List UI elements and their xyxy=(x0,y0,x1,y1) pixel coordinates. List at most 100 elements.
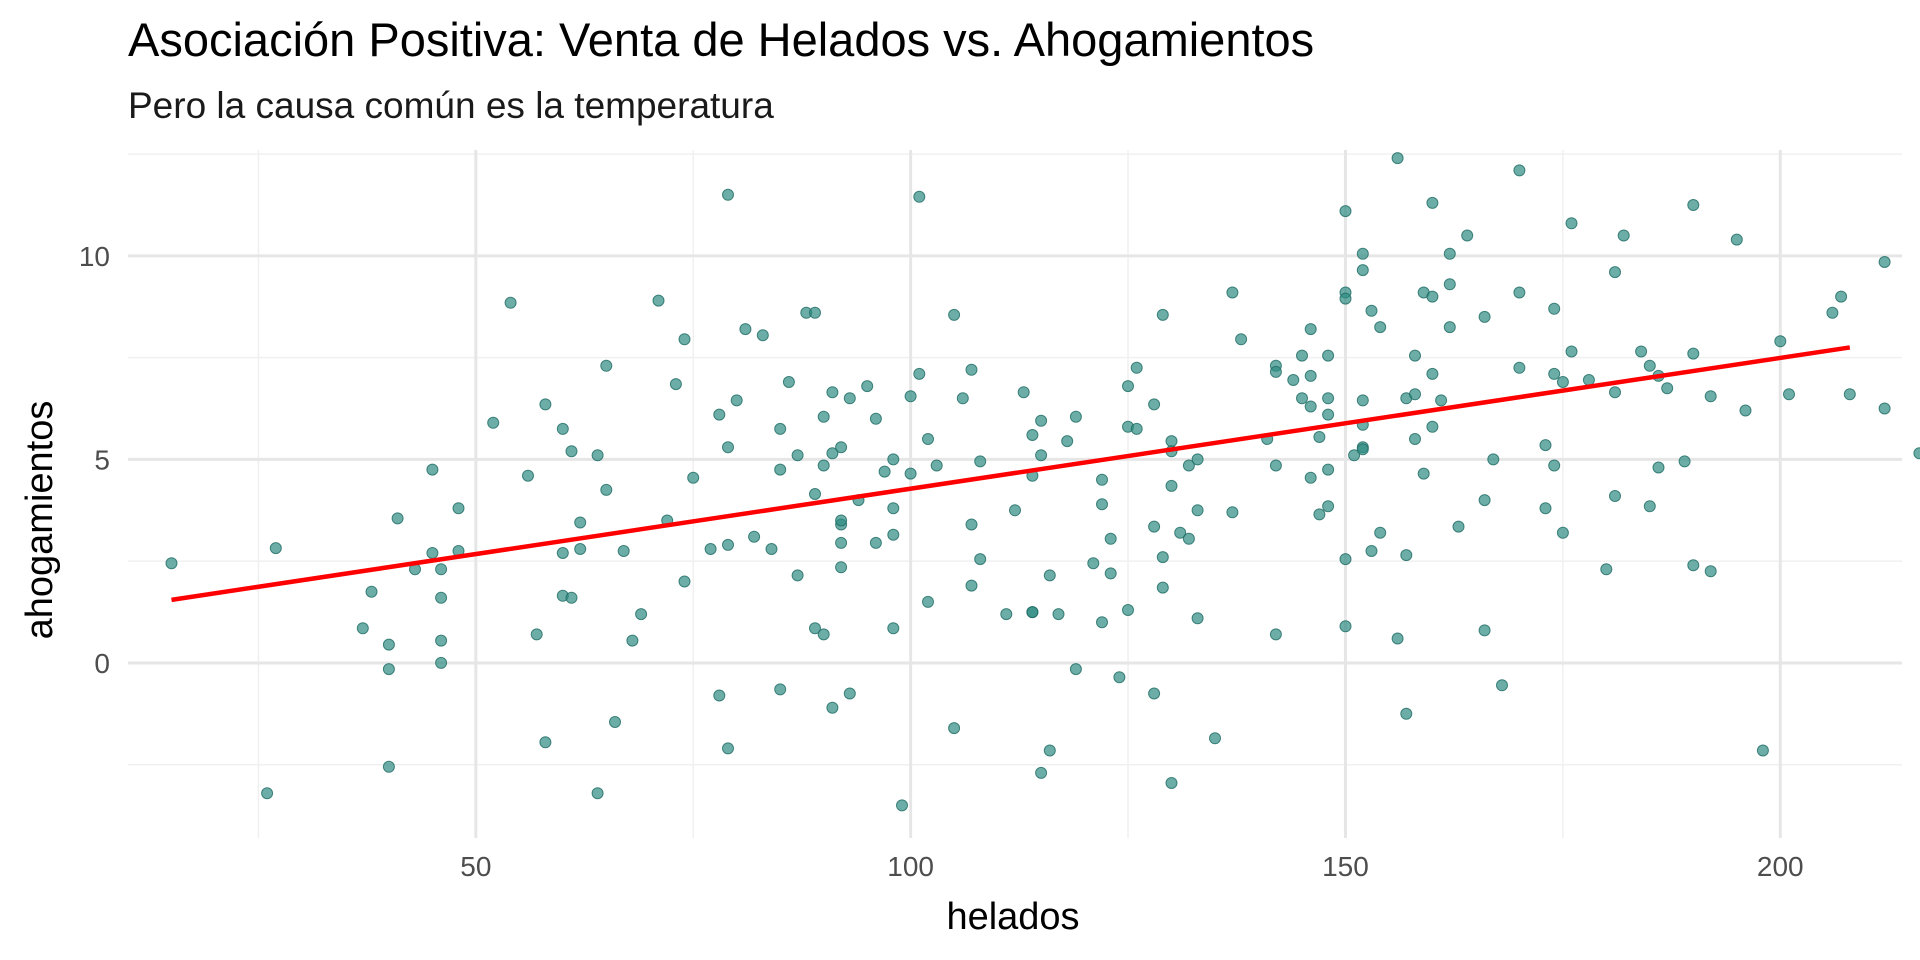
data-point xyxy=(869,412,882,425)
data-point xyxy=(1835,290,1848,303)
data-point xyxy=(1878,256,1891,268)
data-point xyxy=(1026,429,1039,441)
data-point xyxy=(774,463,787,476)
x-tick-label: 200 xyxy=(1757,851,1804,882)
data-point xyxy=(1356,247,1369,260)
data-point xyxy=(887,502,900,515)
data-point xyxy=(1043,744,1056,757)
data-point xyxy=(1287,374,1300,386)
data-point xyxy=(1296,349,1308,362)
data-point xyxy=(1313,431,1326,443)
data-point xyxy=(1009,504,1021,517)
data-point xyxy=(1643,359,1656,372)
data-point xyxy=(1182,459,1195,472)
data-point xyxy=(1678,455,1691,468)
y-tick-label: 0 xyxy=(94,648,110,679)
data-point xyxy=(1165,435,1178,448)
data-point xyxy=(1643,500,1656,513)
data-point xyxy=(435,656,448,669)
data-point xyxy=(1122,380,1134,393)
data-points xyxy=(165,152,1920,812)
data-point xyxy=(269,542,282,555)
data-point xyxy=(1617,229,1630,242)
data-point xyxy=(1443,321,1456,334)
data-point xyxy=(1687,347,1700,360)
data-point xyxy=(817,410,830,423)
data-point xyxy=(1235,333,1248,346)
data-point xyxy=(835,441,848,454)
data-point xyxy=(609,716,621,728)
data-point xyxy=(930,459,943,472)
data-point xyxy=(435,634,448,647)
data-point xyxy=(687,471,700,484)
data-point xyxy=(835,514,848,527)
data-point xyxy=(1365,304,1378,317)
data-point xyxy=(817,628,830,641)
x-axis-tick-labels: 50 100 150 200 xyxy=(460,851,1803,882)
data-point xyxy=(1565,345,1578,358)
data-point xyxy=(574,516,587,529)
data-point xyxy=(869,536,882,549)
data-point xyxy=(435,563,448,576)
data-point xyxy=(1043,569,1056,582)
data-point xyxy=(1304,369,1317,382)
data-point xyxy=(1104,567,1117,580)
data-point xyxy=(965,363,978,376)
chart-subtitle: Pero la causa común es la temperatura xyxy=(128,85,774,126)
data-point xyxy=(1148,687,1161,700)
data-point xyxy=(600,483,613,496)
data-point xyxy=(1739,404,1752,417)
data-point xyxy=(948,308,961,321)
x-tick-label: 100 xyxy=(887,851,934,882)
data-point xyxy=(1913,447,1920,460)
data-point xyxy=(730,394,743,407)
data-point xyxy=(974,553,987,566)
data-point xyxy=(1087,557,1100,570)
x-tick-label: 150 xyxy=(1322,851,1369,882)
data-point xyxy=(1174,526,1187,539)
major-gridlines xyxy=(128,150,1902,838)
data-point xyxy=(1191,504,1204,517)
data-point xyxy=(1365,545,1378,557)
data-point xyxy=(809,306,821,319)
data-point xyxy=(365,585,378,598)
data-point xyxy=(574,543,587,555)
data-point xyxy=(1513,164,1526,177)
data-point xyxy=(913,367,926,380)
data-point xyxy=(1304,323,1317,336)
data-point xyxy=(809,622,821,635)
data-point xyxy=(791,569,804,582)
data-point xyxy=(904,467,917,480)
data-point xyxy=(1035,414,1048,427)
data-point xyxy=(1600,563,1613,576)
data-point xyxy=(591,449,604,462)
data-point xyxy=(1348,449,1361,462)
data-point xyxy=(1426,196,1439,209)
data-point xyxy=(1496,679,1508,692)
data-point xyxy=(1556,526,1569,539)
data-point xyxy=(261,787,274,800)
data-point xyxy=(1122,604,1134,616)
data-point xyxy=(965,518,978,531)
trend-line xyxy=(171,345,1851,603)
data-point xyxy=(1391,632,1404,645)
data-point xyxy=(1704,390,1717,403)
x-tick-label: 50 xyxy=(460,851,491,882)
data-point xyxy=(748,530,761,543)
data-point xyxy=(1826,306,1839,319)
data-point xyxy=(826,386,839,399)
data-point xyxy=(809,488,821,500)
data-point xyxy=(1548,302,1561,315)
data-point xyxy=(1687,559,1700,572)
data-point xyxy=(1356,394,1369,407)
data-point xyxy=(1478,624,1491,637)
data-point xyxy=(1069,663,1082,676)
data-point xyxy=(1409,433,1421,445)
data-point xyxy=(1156,308,1169,321)
data-point xyxy=(739,323,752,336)
x-axis-title: helados xyxy=(946,896,1079,938)
data-point xyxy=(1339,292,1352,305)
y-tick-label: 5 xyxy=(94,444,110,475)
data-point xyxy=(1661,382,1674,395)
data-point xyxy=(887,528,900,541)
